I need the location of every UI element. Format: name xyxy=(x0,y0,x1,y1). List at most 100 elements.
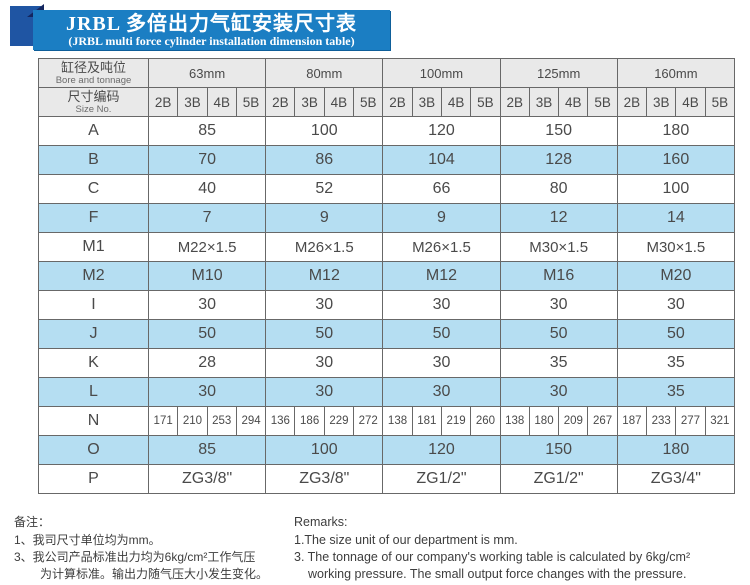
title-banner: JRBL 多倍出力气缸安装尺寸表 (JRBL multi force cylin… xyxy=(33,10,390,50)
dimension-value: 30 xyxy=(265,377,384,407)
dimension-value: 30 xyxy=(147,377,267,407)
dimension-value: 12 xyxy=(499,203,618,233)
dimension-value: 209 xyxy=(558,406,589,436)
dimension-value: 100 xyxy=(265,116,384,146)
dimension-value: 85 xyxy=(147,116,267,146)
dimension-value: 30 xyxy=(616,290,736,320)
dimension-value: 70 xyxy=(147,145,267,175)
dimension-value: 210 xyxy=(177,406,208,436)
dimension-value: 50 xyxy=(382,319,501,349)
remarks-en-heading: Remarks: xyxy=(294,515,348,529)
dimension-value: ZG3/8" xyxy=(147,464,267,494)
size-code-column-header: 4B xyxy=(675,87,706,117)
dimension-value: 30 xyxy=(147,290,267,320)
dimension-value: M12 xyxy=(382,261,501,291)
dimension-value: 277 xyxy=(675,406,706,436)
row-label: C xyxy=(38,174,149,204)
dimension-value: 86 xyxy=(265,145,384,175)
size-code-column-header: 3B xyxy=(528,87,560,117)
dimension-value: 138 xyxy=(499,406,530,436)
dimension-value: 35 xyxy=(616,377,736,407)
dimension-value: 9 xyxy=(382,203,501,233)
table-row: J 50 50 50 50 50 xyxy=(38,319,736,349)
remarks-en: Remarks: 1.The size unit of our departme… xyxy=(292,514,736,583)
size-code-column-header: 4B xyxy=(558,87,589,117)
bore-size-column-header: 160mm xyxy=(616,58,736,88)
size-code-column-header: 3B xyxy=(411,87,442,117)
row-label: L xyxy=(38,377,149,407)
dimension-value: ZG1/2" xyxy=(382,464,501,494)
dimension-value: 30 xyxy=(382,348,501,378)
dimension-value: 100 xyxy=(265,435,384,465)
dimension-value: 180 xyxy=(616,116,736,146)
dimension-value: M30×1.5 xyxy=(499,232,618,262)
row-label: O xyxy=(38,435,149,465)
size-code-column-header: 4B xyxy=(323,87,355,117)
dimension-value: 7 xyxy=(147,203,267,233)
remarks-en-item-1: 1.The size unit of our department is mm. xyxy=(294,533,518,547)
remarks-zh-item-1: 1、我司尺寸单位均为mm。 xyxy=(14,533,161,547)
row-label: A xyxy=(38,116,149,146)
row-label: M1 xyxy=(38,232,149,262)
dimension-value: 128 xyxy=(499,145,618,175)
page-subtitle: (JRBL multi force cylinder installation … xyxy=(68,33,355,48)
bore-size-column-header: 125mm xyxy=(499,58,618,88)
table-row: O 85 100 120 150 180 xyxy=(38,435,736,465)
size-code-column-header: 3B xyxy=(294,87,325,117)
dimension-value: 136 xyxy=(265,406,296,436)
dimension-value: 294 xyxy=(235,406,267,436)
dimension-value: M22×1.5 xyxy=(147,232,267,262)
dimension-value: 120 xyxy=(382,116,501,146)
remarks-zh: 备注： 1、我司尺寸单位均为mm。 3、我公司产品标准出力均为6kg/cm²工作… xyxy=(0,514,292,583)
page-title: JRBL 多倍出力气缸安装尺寸表 xyxy=(65,12,358,35)
size-code-column-header: 5B xyxy=(235,87,267,117)
bore-size-column-header: 80mm xyxy=(265,58,384,88)
row-label: F xyxy=(38,203,149,233)
dimension-value: M20 xyxy=(616,261,736,291)
row-label: J xyxy=(38,319,149,349)
dimension-value: 180 xyxy=(616,435,736,465)
dimension-value: 50 xyxy=(616,319,736,349)
dimension-value: 85 xyxy=(147,435,267,465)
table-row: A 85 100 120 150 180 xyxy=(38,116,736,146)
dimension-value: ZG3/8" xyxy=(265,464,384,494)
dimension-value: M30×1.5 xyxy=(616,232,736,262)
dimension-value: 186 xyxy=(294,406,325,436)
dimension-value: ZG3/4" xyxy=(616,464,736,494)
dimension-value: 160 xyxy=(616,145,736,175)
dimension-value: 30 xyxy=(265,290,384,320)
table-row: I 30 30 30 30 30 xyxy=(38,290,736,320)
dimension-value: 52 xyxy=(265,174,384,204)
dimension-value: 150 xyxy=(499,435,618,465)
dimension-value: 138 xyxy=(382,406,413,436)
size-code-column-header: 5B xyxy=(353,87,384,117)
dimension-value: 50 xyxy=(499,319,618,349)
dimension-value: M26×1.5 xyxy=(265,232,384,262)
table-row: F 7 9 9 12 14 xyxy=(38,203,736,233)
row-label: N xyxy=(38,406,149,436)
size-code-column-header: 2B xyxy=(499,87,530,117)
remarks-section: 备注： 1、我司尺寸单位均为mm。 3、我公司产品标准出力均为6kg/cm²工作… xyxy=(0,514,750,583)
dimension-value: M26×1.5 xyxy=(382,232,501,262)
dimension-value: 321 xyxy=(704,406,736,436)
dimension-value: 28 xyxy=(147,348,267,378)
remarks-en-item-2: 3. The tonnage of our company's working … xyxy=(294,550,691,581)
dimension-value: 30 xyxy=(499,377,618,407)
dimension-value: 30 xyxy=(382,377,501,407)
dimension-value: 233 xyxy=(646,406,677,436)
dimension-value: 30 xyxy=(265,348,384,378)
table-row: N 171 210 253 294 136 186 229 272 138 181 219 260 138… xyxy=(38,406,736,436)
row-label: M2 xyxy=(38,261,149,291)
size-code-column-header: 5B xyxy=(587,87,618,117)
dimension-value: 150 xyxy=(499,116,618,146)
dimension-value: 229 xyxy=(323,406,355,436)
size-code-column-header: 2B xyxy=(265,87,296,117)
dimension-value: M10 xyxy=(147,261,267,291)
dimension-value: 181 xyxy=(411,406,442,436)
remarks-zh-heading: 备注： xyxy=(14,515,51,529)
table-row: C 40 52 66 80 100 xyxy=(38,174,736,204)
dimension-value: 219 xyxy=(440,406,472,436)
table-row: L 30 30 30 30 35 xyxy=(38,377,736,407)
table-row: M1 M22×1.5 M26×1.5 M26×1.5 M30×1.5 M30×1.5 xyxy=(38,232,736,262)
dimension-value: 253 xyxy=(206,406,237,436)
